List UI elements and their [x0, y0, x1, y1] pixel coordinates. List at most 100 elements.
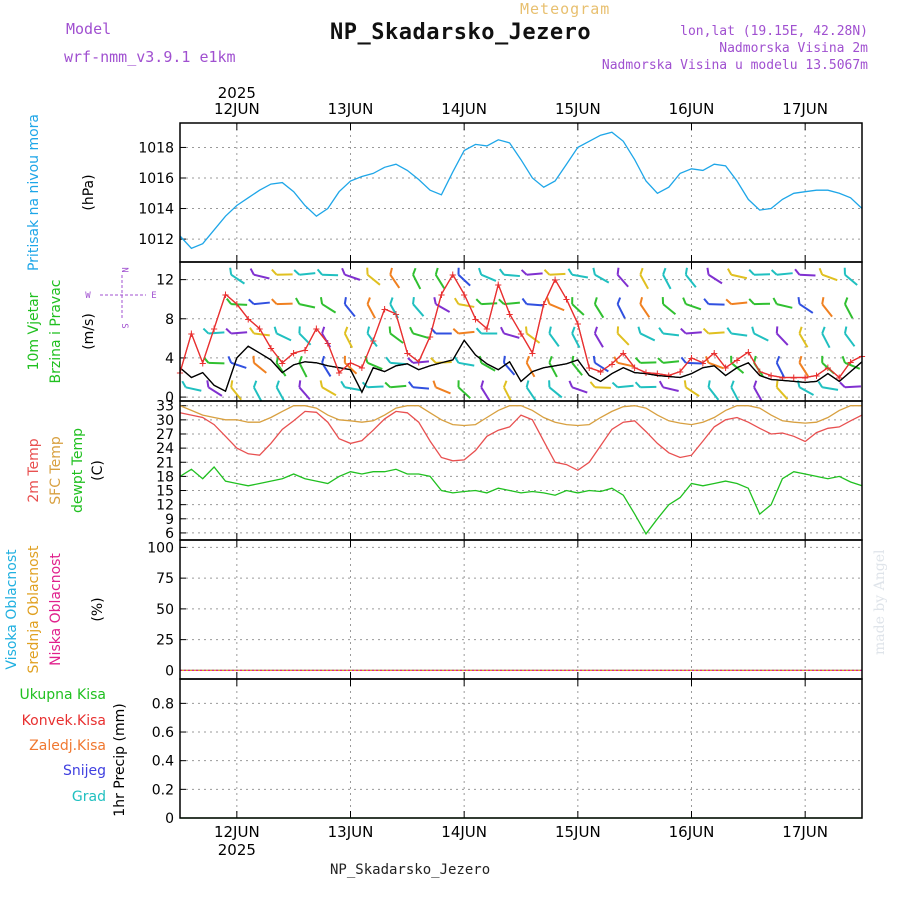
wind-arrow	[594, 386, 611, 389]
wind-arrow-head	[453, 356, 460, 364]
clouds-ylabel: Srednja Oblacnost	[26, 545, 42, 673]
wind-arrow-head	[249, 268, 255, 276]
wind-arrow	[503, 386, 513, 403]
wind-arrow	[799, 273, 816, 277]
precip-ylabel: 1hr Precip (mm)	[112, 703, 128, 816]
wind-arrow	[844, 273, 858, 286]
wind-arrow-head	[525, 355, 530, 364]
precip-legend-item: Snijeg	[63, 763, 106, 779]
wind-arrow	[412, 303, 425, 317]
precip-ytick-label: 0	[165, 811, 174, 827]
precip-frame	[179, 678, 863, 819]
wind-arrow	[366, 273, 381, 286]
wind-arrow	[616, 332, 630, 346]
series-line-dewpt-temp	[179, 466, 863, 536]
temperature-ylabel: dewpt Temp	[70, 428, 86, 513]
bottom-date-label: 17JUN	[782, 823, 828, 841]
wind-arrow	[276, 332, 292, 342]
wind-arrow	[616, 274, 629, 288]
wind-arrow	[821, 273, 838, 282]
wind-arrow-head	[543, 269, 551, 276]
wind-ytick-label: 8	[165, 312, 174, 328]
wind-arrow-head	[502, 355, 506, 363]
precip-ytick-label: 0.2	[152, 782, 174, 798]
wind-arrow	[253, 301, 270, 306]
compass-west: W	[85, 291, 91, 301]
wind-arrow	[662, 332, 680, 337]
wind-arrow	[389, 332, 404, 344]
wind-arrow	[571, 362, 583, 376]
wind-arrow-head	[658, 380, 664, 388]
wind-arrow	[730, 386, 740, 402]
wind-arrow	[208, 275, 218, 288]
wind-ylabel: 10m Vjetar	[26, 292, 42, 370]
wind-arrow	[526, 272, 543, 276]
bottom-date-label: 13JUN	[328, 823, 374, 841]
wind-arrow	[731, 301, 748, 306]
wind-arrow	[503, 273, 520, 278]
wind-arrow	[185, 386, 202, 392]
wind-arrow	[639, 274, 649, 290]
compass-south: S	[119, 323, 129, 328]
wind-arrow-head	[682, 297, 687, 305]
wind-arrow-head	[366, 297, 371, 305]
wind-ylabel: Brzina i Pravac	[48, 280, 64, 384]
wind-arrow	[844, 332, 856, 347]
wind-arrow-head	[412, 267, 417, 276]
wind-arrow-head	[634, 381, 642, 388]
wind-arrow-head	[658, 327, 664, 335]
wind-arrow	[798, 303, 814, 314]
wind-arrow	[776, 303, 793, 309]
wind-arrow-head	[726, 327, 733, 335]
station-title: NP_Skadarsko_Jezero	[330, 20, 592, 45]
wind-arrow-head	[389, 297, 394, 305]
wind-arrow	[526, 303, 543, 307]
wind-arrow-head	[225, 327, 232, 335]
series-line-pritisak-na-nivou-mora	[179, 131, 863, 250]
wind-arrow-head	[639, 297, 644, 305]
wind-arrow	[798, 362, 809, 377]
wind-arrow-head	[843, 326, 848, 334]
wind-arrow-head	[343, 326, 349, 334]
wind-arrow-head	[366, 326, 371, 334]
wind-arrow-head	[273, 326, 278, 334]
wind-arrow	[503, 301, 520, 306]
wind-arrow	[776, 386, 789, 400]
wind-arrow-head	[521, 297, 528, 305]
wind-arrow-head	[634, 357, 642, 364]
temperature-ytick-label: 12	[156, 498, 174, 514]
wind-arrow-head	[227, 355, 233, 364]
model-label: Model	[66, 20, 112, 38]
wind-arrow	[844, 385, 861, 389]
wind-arrow-head	[680, 327, 687, 335]
meteogram-label: Meteogram	[520, 0, 611, 18]
wind-arrow	[435, 386, 451, 395]
wind-arrow-head	[452, 327, 460, 335]
wind-arrow-head	[432, 380, 437, 388]
wind-arrow	[549, 303, 565, 312]
wind-arrow-head	[433, 297, 437, 305]
temperature-ytick-label: 9	[165, 512, 174, 528]
wind-arrow-head	[821, 326, 826, 334]
wind-arrow	[208, 331, 225, 335]
wind-arrow-head	[775, 380, 779, 388]
wind-arrow	[708, 303, 725, 306]
wind-arrow	[458, 330, 475, 335]
wind-arrow	[617, 361, 634, 368]
wind-arrow-head	[321, 355, 326, 364]
wind-arrow-head	[475, 327, 482, 335]
wind-arrow-head	[798, 355, 803, 364]
precip-legend-item: Zaledj.Kisa	[29, 738, 106, 754]
wind-arrow-head	[503, 380, 508, 388]
wind-arrow	[548, 362, 558, 378]
wind-arrow-head	[202, 327, 210, 335]
wind-arrow-head	[748, 268, 755, 276]
precip-legend-item: Konvek.Kisa	[22, 713, 106, 729]
wind-arrow	[343, 332, 354, 349]
wind-arrow-head	[637, 326, 642, 334]
wind-arrow-head	[753, 380, 758, 388]
wind-arrow	[707, 386, 720, 401]
wind-arrow	[344, 303, 356, 318]
wind-arrow	[571, 332, 581, 349]
